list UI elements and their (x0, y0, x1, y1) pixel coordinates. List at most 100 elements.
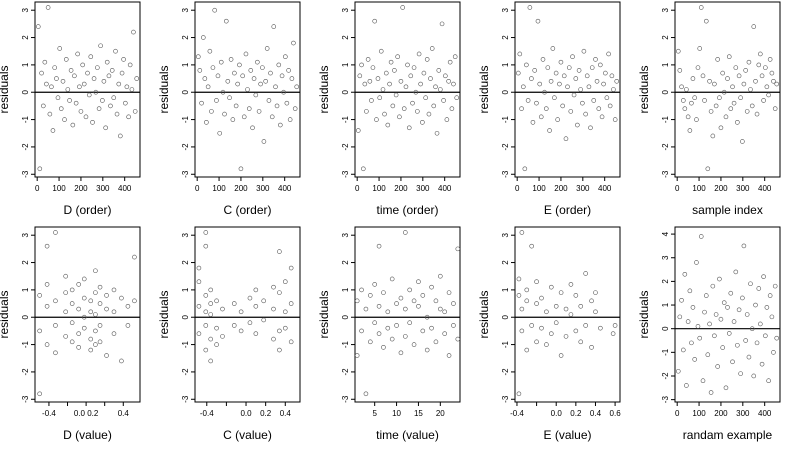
data-point (708, 109, 714, 114)
data-point (754, 111, 760, 117)
data-point (695, 65, 701, 70)
plot-frame (194, 226, 301, 403)
data-point (612, 117, 618, 122)
data-point (553, 70, 559, 76)
y-tick-label: -3 (501, 170, 510, 178)
x-tick-label: 400 (758, 184, 772, 193)
data-point (735, 120, 740, 125)
data-point (39, 70, 44, 76)
x-axis-title: C (value) (223, 428, 272, 442)
data-point (428, 76, 433, 81)
x-tick-label: 200 (714, 184, 728, 193)
x-tick-label: 400 (118, 184, 132, 193)
data-point (692, 95, 697, 101)
data-point (537, 81, 543, 87)
data-point (253, 303, 259, 309)
data-point (746, 354, 752, 360)
x-tick-label: 0.2 (570, 409, 582, 418)
data-point (127, 62, 133, 68)
data-point (717, 276, 722, 282)
y-tick-label: 0 (181, 89, 190, 94)
data-point (385, 122, 391, 128)
data-point (238, 309, 244, 315)
data-point (584, 73, 590, 79)
data-point (256, 109, 262, 114)
y-tick-label: -1 (341, 340, 350, 348)
data-point (53, 298, 58, 304)
chart-panel-10: -3 -2 -1 0 1 2 3 4 0 100 200 300 400 randam example re… (637, 226, 781, 442)
data-point (380, 87, 386, 92)
y-tick-label: 3 (181, 7, 190, 12)
data-point (769, 314, 775, 320)
y-tick-label: -2 (181, 368, 190, 376)
data-point (593, 309, 598, 315)
data-point (243, 51, 249, 57)
data-point (433, 339, 439, 345)
data-point (715, 364, 720, 369)
data-point (675, 368, 681, 374)
y-tick-label: -2 (21, 368, 30, 376)
data-point (77, 84, 82, 90)
data-point (519, 230, 525, 235)
y-axis-title: residuals (317, 65, 331, 113)
data-point (199, 100, 204, 106)
data-point (700, 378, 706, 384)
data-point (214, 325, 219, 331)
data-point (738, 371, 743, 376)
data-point (532, 68, 537, 73)
data-point (589, 298, 594, 304)
data-point (772, 106, 778, 111)
data-point (431, 103, 437, 109)
data-point (612, 323, 618, 328)
data-point (237, 62, 242, 68)
y-tick-label: -3 (341, 170, 350, 178)
data-point (736, 73, 742, 79)
data-point (88, 347, 94, 353)
x-tick-label: 15 (414, 409, 423, 418)
data-point (58, 106, 64, 111)
data-point (123, 100, 128, 106)
data-point (589, 65, 595, 70)
data-point (222, 111, 227, 117)
data-point (282, 309, 288, 315)
data-point (756, 62, 762, 68)
x-tick-label: 400 (278, 184, 292, 193)
data-point (49, 84, 54, 90)
data-point (269, 114, 275, 120)
data-point (203, 230, 209, 235)
y-axis-title: residuals (0, 290, 11, 338)
chart-panel-2: -3 -2 -1 0 1 2 3 0 100 200 300 400 C (order) residual… (157, 1, 301, 217)
y-tick-label: 2 (21, 35, 30, 40)
x-tick-label: -0.4 (200, 409, 214, 418)
y-tick-label: 1 (501, 62, 510, 67)
y-tick-label: 2 (181, 35, 190, 40)
data-point (261, 317, 266, 323)
y-tick-label: 3 (661, 255, 670, 260)
data-point (126, 114, 131, 120)
x-tick-label: -0.4 (510, 409, 524, 418)
data-point (354, 298, 360, 304)
data-point (241, 114, 247, 120)
data-point (372, 320, 377, 326)
data-point (767, 57, 773, 62)
data-point (728, 106, 734, 111)
data-point (44, 342, 50, 347)
data-point (549, 331, 554, 336)
data-point (42, 59, 48, 65)
data-point (433, 84, 438, 90)
x-tick-label: 400 (438, 184, 452, 193)
data-point (407, 287, 412, 293)
data-point (759, 361, 765, 367)
data-point (538, 114, 544, 120)
data-point (758, 321, 763, 327)
y-tick-label: -1 (21, 115, 30, 123)
data-point (381, 345, 386, 350)
data-point (746, 59, 752, 65)
data-point (204, 120, 209, 125)
y-axis-title: residuals (157, 290, 171, 338)
data-point (411, 342, 417, 347)
chart-panel-3: -3 -2 -1 0 1 2 3 0 100 200 300 400 time (order) resid… (317, 1, 461, 217)
y-tick-label: -1 (341, 115, 350, 123)
data-point (516, 276, 522, 282)
data-point (57, 46, 63, 51)
